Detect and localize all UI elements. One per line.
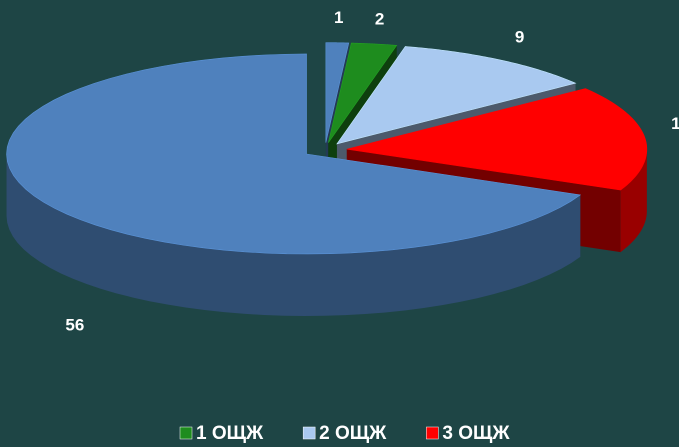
legend-label: 1 ОЩЖ xyxy=(196,423,264,444)
slice-top xyxy=(6,53,582,255)
slice xyxy=(6,53,582,316)
data-label: 2 xyxy=(375,10,384,29)
data-label: 14 xyxy=(671,114,679,133)
data-label: 9 xyxy=(515,27,524,46)
data-label: 1 xyxy=(334,8,343,27)
slice-top xyxy=(325,42,350,143)
legend-swatch xyxy=(426,426,439,440)
slice-top xyxy=(328,42,398,143)
legend-label: 3 ОЩЖ xyxy=(442,423,510,444)
data-label: 56 xyxy=(65,315,84,334)
legend-swatch xyxy=(302,426,316,440)
legend-label: 2 ОЩЖ xyxy=(319,423,387,444)
slice-top xyxy=(336,46,577,145)
legend: 1 ОЩЖ 2 ОЩЖ 3 ОЩЖ xyxy=(179,423,510,444)
slice-side xyxy=(620,149,647,253)
slice-top xyxy=(346,88,648,191)
legend-swatch xyxy=(179,426,193,440)
slice-side xyxy=(6,153,581,316)
